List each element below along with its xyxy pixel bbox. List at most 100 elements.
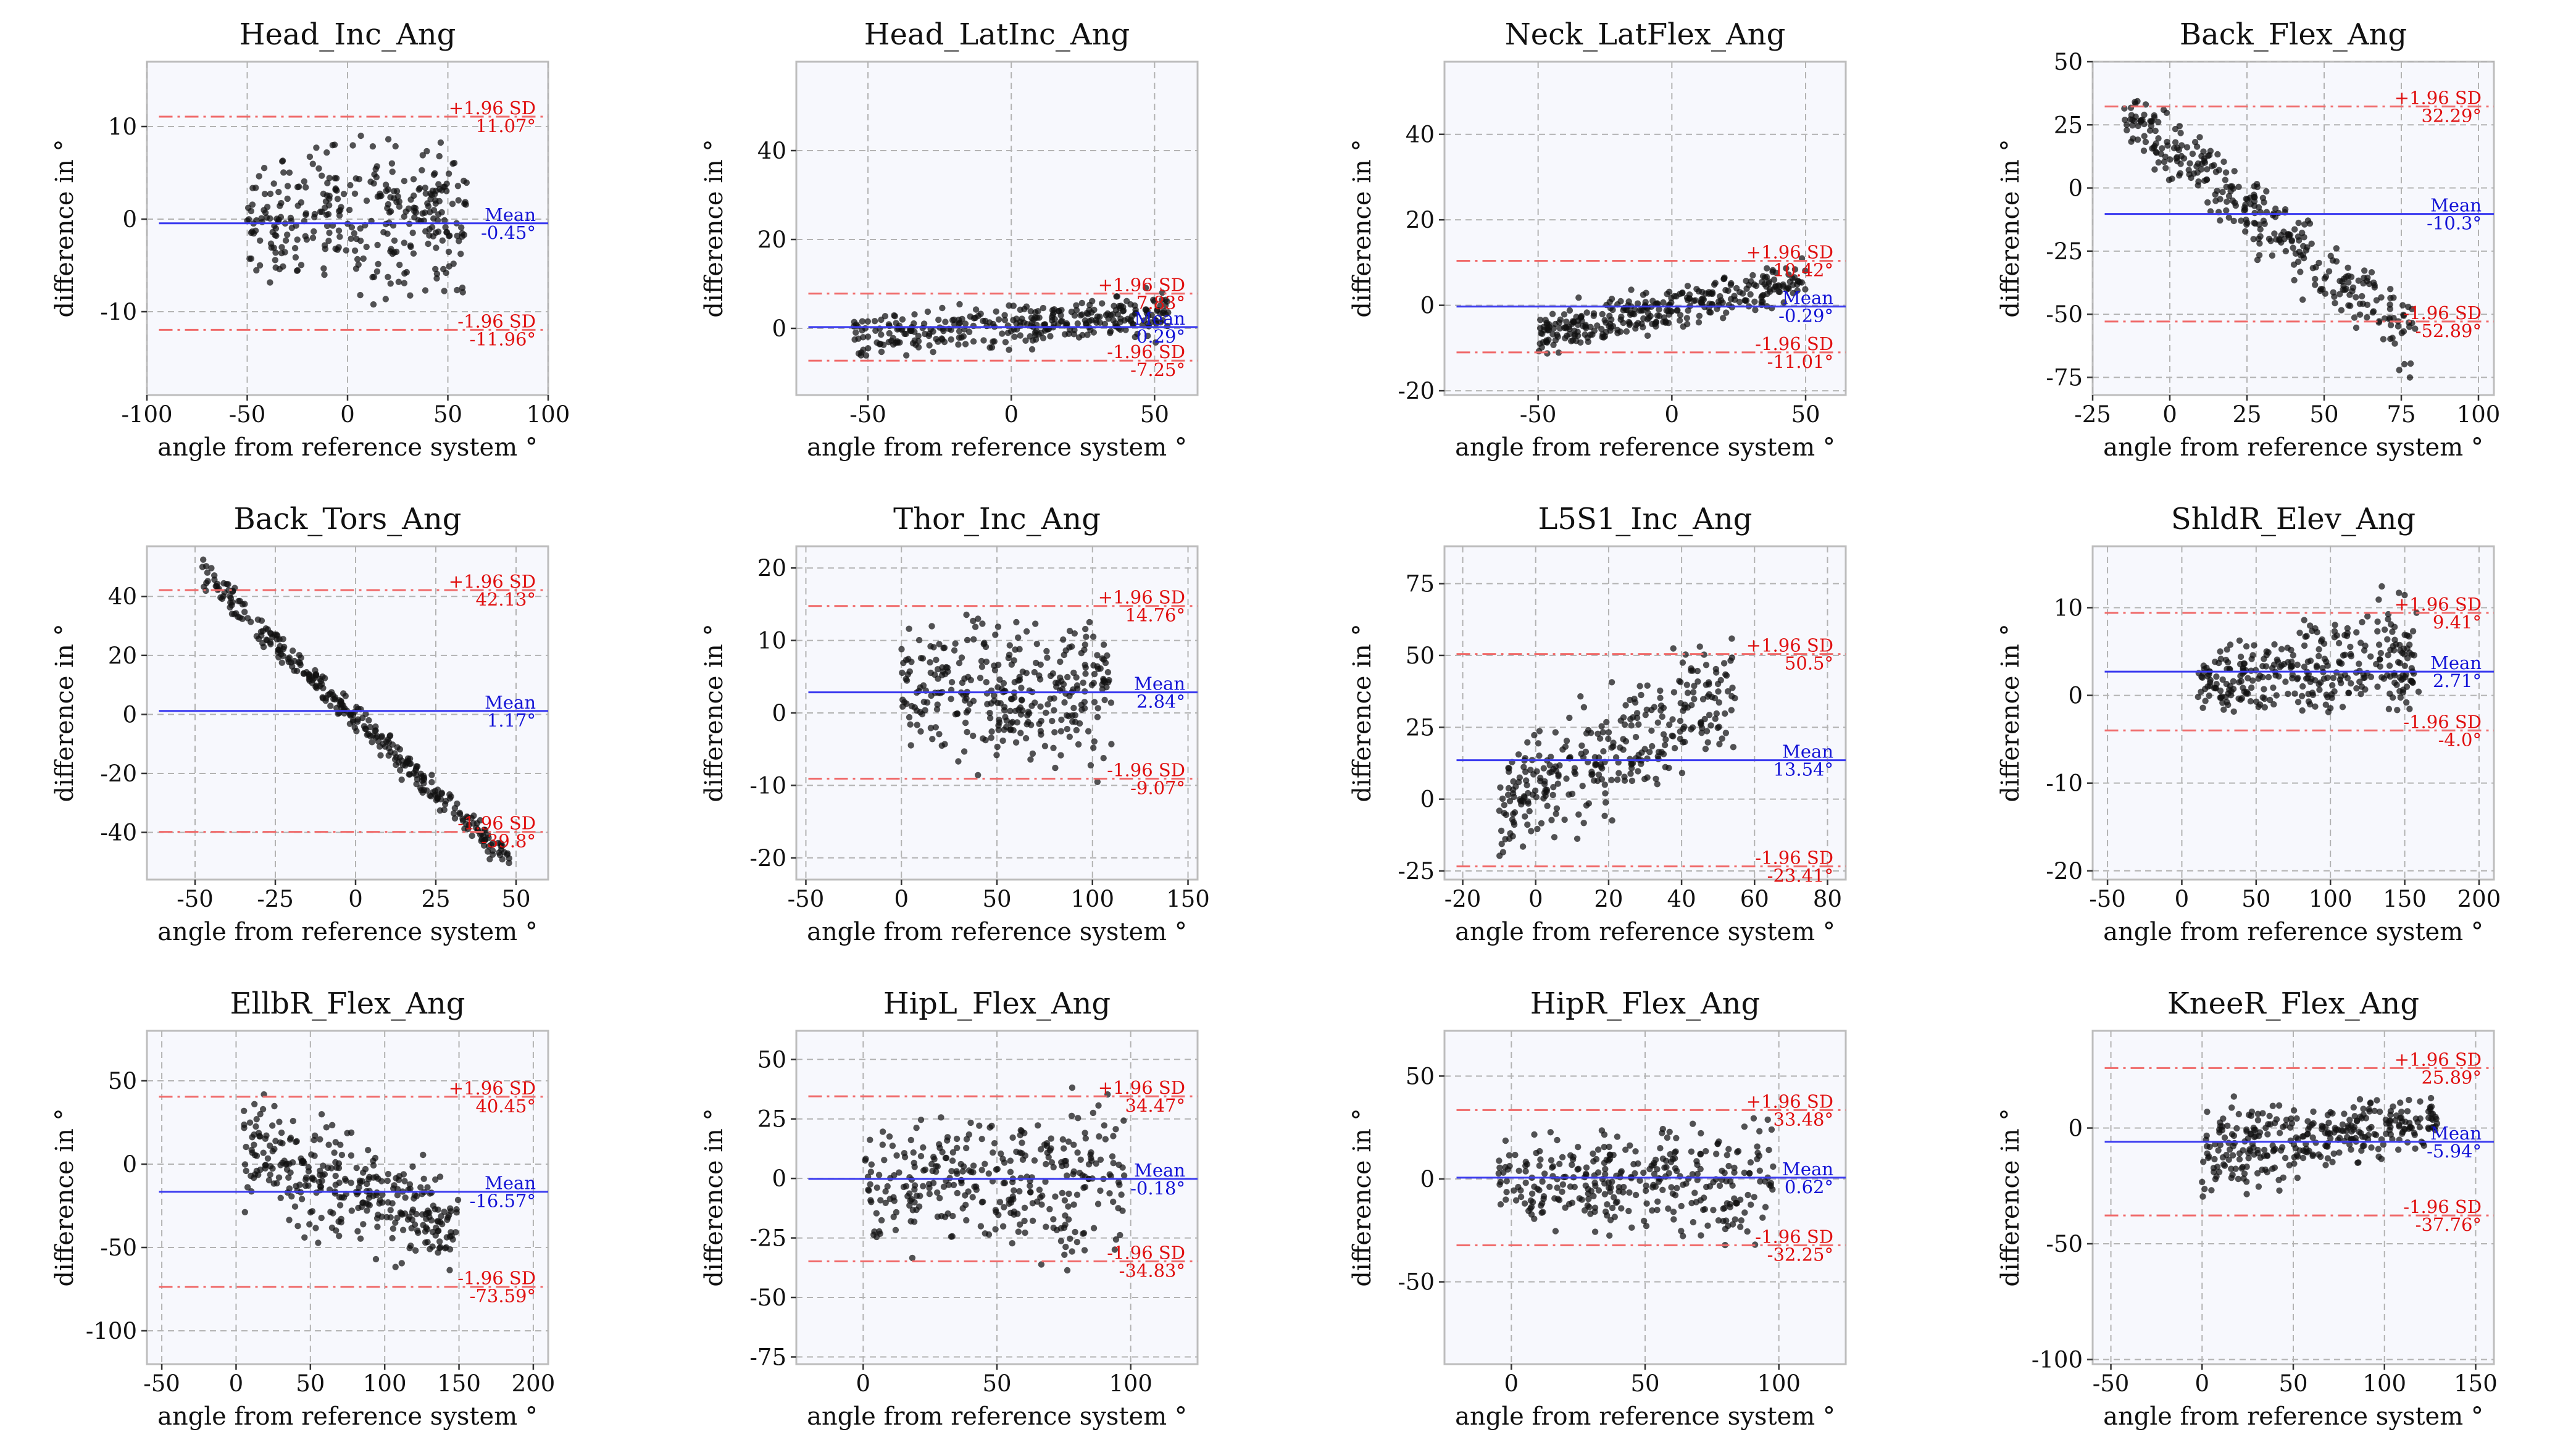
data-point [2211,1156,2218,1163]
data-point [270,180,277,187]
data-point [1728,707,1735,714]
data-point [365,1147,372,1154]
data-point [1497,784,1504,791]
data-point [364,1207,370,1214]
data-point [1601,1131,1608,1138]
data-point [1728,654,1736,661]
data-point [349,142,356,149]
data-point [1029,1217,1036,1225]
data-point [1160,309,1167,316]
data-point [387,280,394,287]
data-point [1627,715,1634,723]
data-point [1066,628,1073,635]
data-point [390,1225,397,1232]
data-point [1584,334,1591,341]
data-point [2350,1104,2357,1111]
data-point [338,1151,346,1159]
data-point [1652,1156,1659,1164]
data-point [939,1149,946,1156]
data-point [305,1182,312,1189]
data-point [204,578,211,585]
data-point [965,328,973,335]
data-point [1009,1134,1016,1141]
data-point [427,792,433,799]
data-point [2276,1130,2283,1136]
data-point [1046,1206,1053,1213]
data-point [445,248,452,256]
data-point [1706,712,1713,718]
data-point [441,217,448,224]
data-point [867,1136,873,1143]
data-point [2159,145,2165,152]
data-point [1722,710,1728,717]
data-point [1751,298,1758,305]
data-point [365,717,372,724]
data-point [925,332,933,339]
data-point [1748,1201,1754,1208]
x-tick-label: 50 [433,401,462,428]
data-point [2256,701,2264,708]
data-point [2404,655,2411,662]
data-point [1083,633,1090,640]
data-point [1023,628,1030,635]
data-point [2401,591,2408,599]
data-point [2271,1164,2278,1171]
x-tick-label: -25 [2074,401,2111,428]
data-point [1036,1186,1043,1193]
data-point [871,1228,878,1235]
data-point [2279,1144,2286,1151]
data-point [461,177,467,185]
lower-annotation-label: -1.96 SD [1107,759,1185,780]
data-point [1044,654,1051,661]
mean-annotation-label: Mean [1134,308,1185,329]
data-point [2269,252,2276,259]
data-point [1701,1194,1707,1201]
data-point [1666,1128,1673,1136]
data-point [248,229,255,236]
data-point [875,1172,883,1178]
data-point [353,1164,360,1172]
data-point [2396,674,2403,681]
data-point [1582,1182,1589,1189]
data-point [1620,714,1627,721]
data-point [1021,306,1028,312]
data-point [2356,311,2364,318]
data-point [2275,673,2282,680]
data-point [312,1225,319,1231]
data-point [893,1209,900,1216]
data-point [1643,1223,1650,1230]
data-point [2201,1186,2208,1193]
data-point [1510,778,1517,785]
data-point [2324,674,2331,681]
data-point [1785,284,1791,291]
x-tick-label: 100 [1070,886,1114,912]
data-point [936,731,943,738]
data-point [2381,626,2388,633]
data-point [367,178,374,185]
data-point [264,1155,272,1162]
data-point [884,1183,891,1190]
data-point [1022,1229,1028,1236]
data-point [2238,217,2245,224]
data-point [1578,312,1585,320]
data-point [2280,228,2287,235]
data-point [1064,1172,1070,1179]
data-point [1531,731,1538,739]
data-point [317,1136,323,1143]
data-point [257,1110,264,1118]
data-point [1764,265,1770,272]
data-point [347,181,354,189]
y-tick-label: 20 [1406,207,1435,233]
data-point [934,1189,941,1196]
data-point [2233,1125,2240,1132]
data-point [2242,228,2249,235]
data-point [1075,1115,1082,1122]
data-point [1101,696,1108,704]
data-point [1571,768,1578,775]
upper-annotation-label: +1.96 SD [1098,275,1185,296]
data-point [1109,311,1116,318]
data-point [864,333,872,340]
upper-annotation-value: 7.83° [1136,293,1185,314]
data-point [1691,683,1698,689]
